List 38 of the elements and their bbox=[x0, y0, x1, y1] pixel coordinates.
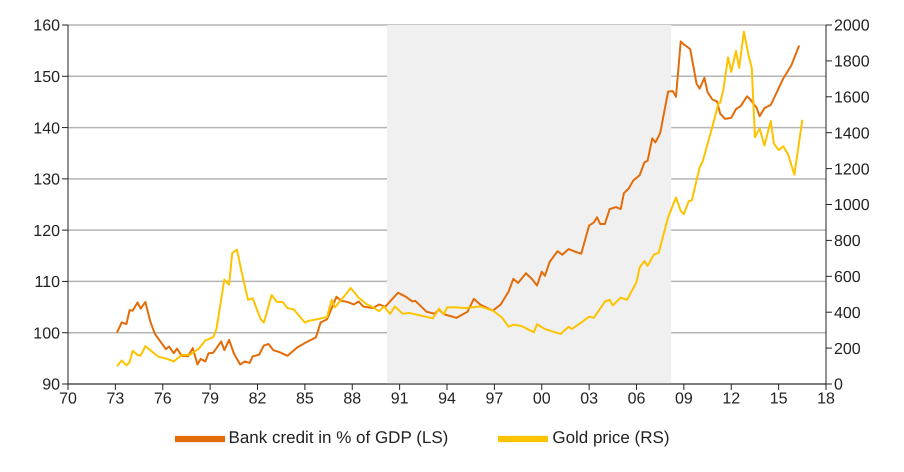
y-tick-label: 160 bbox=[33, 18, 60, 35]
y2-tick-label: 1000 bbox=[834, 197, 870, 214]
y-tick-label: 120 bbox=[33, 222, 60, 240]
x-tick-label: 70 bbox=[59, 390, 77, 408]
y2-tick-label: 600 bbox=[834, 268, 861, 286]
x-tick-label: 97 bbox=[485, 390, 504, 408]
x-tick-label: 09 bbox=[674, 390, 693, 408]
x-tick-label: 91 bbox=[390, 390, 409, 408]
x-tick-label: 12 bbox=[722, 390, 740, 408]
x-tick-label: 18 bbox=[817, 390, 835, 408]
y2-tick-label: 200 bbox=[834, 340, 861, 358]
y-tick-label: 140 bbox=[33, 120, 60, 138]
x-tick-label: 85 bbox=[296, 390, 314, 408]
x-tick-label: 94 bbox=[438, 390, 456, 408]
y2-tick-label: 400 bbox=[834, 304, 861, 322]
y-tick-label: 110 bbox=[34, 274, 60, 292]
x-tick-label: 03 bbox=[580, 390, 598, 408]
legend-label: Bank credit in % of GDP (LS) bbox=[228, 428, 448, 448]
legend-label: Gold price (RS) bbox=[552, 428, 670, 448]
y2-tick-label: 2000 bbox=[834, 18, 870, 35]
x-tick-label: 15 bbox=[770, 390, 788, 408]
x-tick-label: 82 bbox=[248, 390, 266, 408]
x-tick-label: 88 bbox=[343, 390, 362, 408]
y-tick-label: 100 bbox=[33, 325, 60, 342]
y-tick-label: 90 bbox=[42, 376, 60, 394]
x-tick-label: 00 bbox=[532, 390, 551, 408]
y-tick-label: 150 bbox=[33, 68, 60, 86]
y2-tick-label: 1200 bbox=[834, 161, 870, 178]
x-tick-label: 76 bbox=[154, 390, 172, 408]
y-tick-label: 130 bbox=[33, 172, 60, 189]
y2-tick-label: 0 bbox=[834, 376, 843, 394]
x-tick-label: 06 bbox=[628, 390, 646, 408]
y2-tick-label: 1600 bbox=[834, 89, 870, 106]
y2-tick-label: 1400 bbox=[834, 125, 870, 142]
x-tick-label: 79 bbox=[201, 390, 220, 408]
y2-tick-label: 800 bbox=[834, 233, 861, 250]
x-tick-label: 73 bbox=[106, 390, 124, 408]
y2-tick-label: 1800 bbox=[834, 54, 870, 71]
